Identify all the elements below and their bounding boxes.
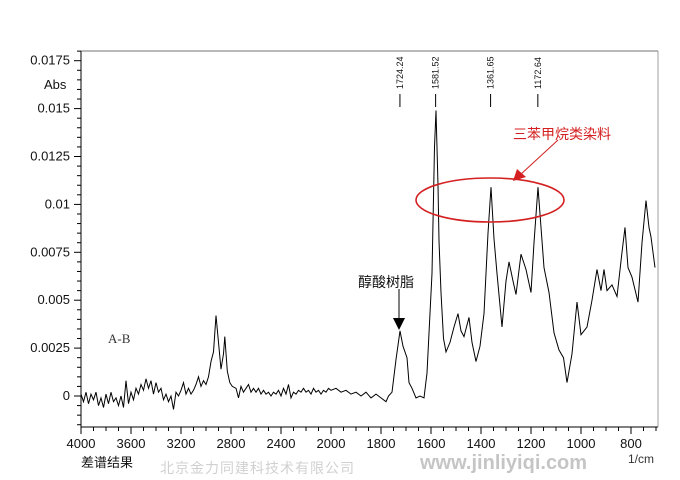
alkyd-arrow-head	[393, 318, 405, 330]
y-tick-label: 0.005	[37, 292, 70, 307]
x-axis: 4000 3600 3200 2800 2400 2000 1800 1600 1400 1200…	[67, 427, 657, 451]
x-tick-label: 2000	[317, 436, 346, 451]
y-tick-label: 0.01	[45, 196, 70, 211]
x-tick-label: 1600	[417, 436, 446, 451]
alkyd-annotation: 醇酸树脂	[358, 275, 414, 291]
x-tick-label: 4000	[67, 436, 96, 451]
watermark-url: www.jinliyiqi.com	[420, 452, 588, 474]
x-tick-label: 1400	[467, 436, 496, 451]
x-tick-label: 800	[620, 436, 642, 451]
y-tick-label: 0.0075	[30, 244, 70, 259]
x-tick-label: 3200	[167, 436, 196, 451]
x-tick-label: 1000	[567, 436, 596, 451]
x-tick-label: 1200	[517, 436, 546, 451]
y-axis-label: Abs	[44, 77, 67, 92]
spectrum-line	[80, 110, 656, 410]
chart-caption: 差谱结果	[81, 456, 134, 471]
watermark-company: 北京金力同建科技术有限公司	[160, 461, 355, 477]
y-tick-label: 0.015	[37, 101, 70, 116]
plot-frame	[80, 50, 659, 428]
x-tick-label: 3600	[117, 436, 146, 451]
dye-arrow-head	[513, 169, 526, 181]
peak-label: 1172.64	[533, 57, 543, 89]
y-tick-label: 0	[63, 388, 70, 403]
peak-label: 1724.24	[395, 56, 405, 89]
x-tick-label: 2400	[267, 436, 296, 451]
dye-annotation: 三苯甲烷类染料	[513, 127, 611, 143]
x-tick-label: 2800	[217, 436, 246, 451]
x-axis-label: 1/cm	[628, 452, 655, 466]
peak-label: 1581.52	[431, 56, 441, 89]
peak-label: 1361.65	[486, 56, 496, 89]
series-label: A-B	[108, 331, 131, 346]
y-tick-label: 0.0025	[30, 340, 70, 355]
x-tick-label: 1800	[367, 436, 396, 451]
y-axis: 0 0.0025 0.005 0.0075 0.01 0.0125 0.015 0.0175	[30, 50, 81, 426]
peak-labels: 1724.24 1581.52 1361.65 1172.64	[395, 56, 543, 107]
y-tick-label: 0.0125	[30, 149, 70, 164]
dye-highlight-ellipse	[415, 177, 565, 223]
y-tick-label: 0.0175	[30, 53, 70, 68]
dye-arrow-line	[519, 139, 559, 176]
